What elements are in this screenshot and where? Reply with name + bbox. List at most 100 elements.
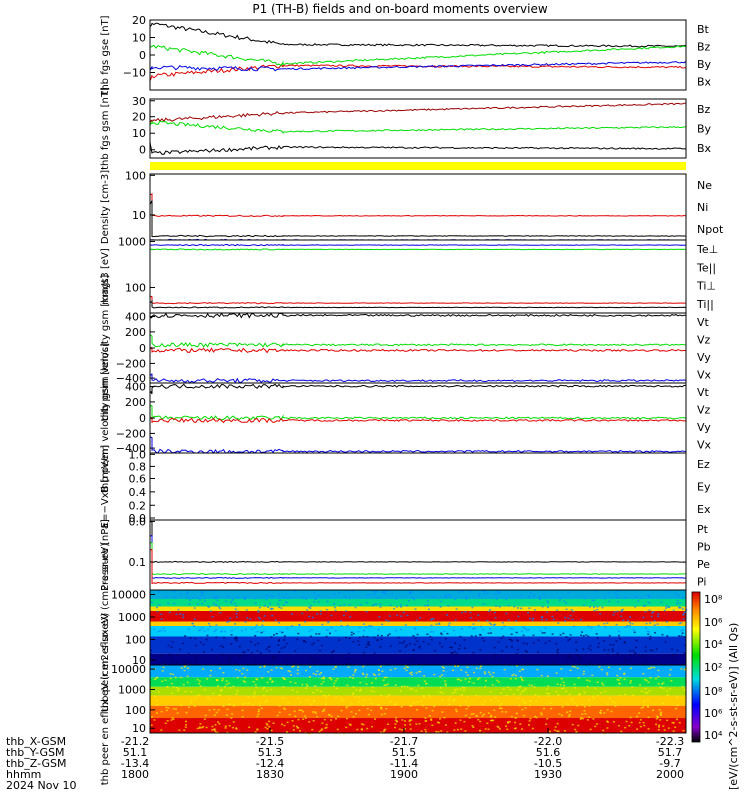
spectrogram-speckle (319, 690, 322, 693)
spectrogram-speckle (198, 682, 201, 685)
spectrogram-speckle (534, 609, 537, 611)
spectrogram-speckle (206, 696, 209, 698)
spectrogram-speckle (203, 651, 206, 653)
spectrogram-speckle (441, 711, 444, 713)
spectrogram-speckle (284, 708, 287, 711)
spectrogram-speckle (226, 731, 229, 734)
spectrogram-speckle (461, 590, 464, 593)
y-axis-label: thb peem velocity gsm [km/s] (100, 343, 111, 493)
spectrogram-speckle (549, 730, 552, 733)
panel-frame (149, 173, 687, 241)
spectrogram-speckle (565, 608, 568, 611)
spectrogram-speckle (453, 688, 456, 691)
spectrogram-speckle (463, 720, 466, 723)
spectrogram-speckle (524, 702, 527, 705)
spectrogram-speckle (285, 642, 288, 645)
spectrogram-speckle (498, 707, 501, 710)
spectrogram-speckle (457, 665, 460, 668)
y-tick-label: −200 (116, 357, 146, 370)
spectrogram-speckle (562, 632, 565, 635)
spectrogram-speckle (473, 671, 476, 674)
y-axis-label: Pressure [nPa] (100, 519, 111, 591)
spectrogram-speckle (261, 624, 264, 627)
spectrogram-band (150, 621, 686, 626)
spectrogram-speckle (454, 651, 457, 653)
spectrogram-speckle (247, 696, 250, 698)
spectrogram-speckle (359, 603, 362, 606)
spectrogram-speckle (288, 670, 291, 673)
spectrogram-speckle (397, 636, 400, 639)
spectrogram-speckle (323, 718, 326, 721)
legend-entry: Vx (697, 438, 712, 451)
spectrogram-speckle (579, 618, 582, 621)
spectrogram-speckle (241, 709, 244, 712)
spectrogram-speckle (282, 707, 285, 709)
spectrogram-speckle (373, 718, 376, 720)
spectrogram-speckle (280, 723, 283, 726)
spectrogram-speckle (591, 674, 594, 677)
spectrogram-speckle (271, 614, 274, 617)
spectrogram-speckle (565, 690, 568, 692)
spectrogram-speckle (233, 704, 236, 706)
spectrogram-speckle (513, 605, 516, 608)
spectrogram-speckle (480, 665, 483, 668)
spectrogram-speckle (374, 677, 377, 680)
spectrogram-speckle (649, 638, 652, 640)
spectrogram-speckle (186, 675, 189, 678)
spectrogram-speckle (318, 633, 321, 635)
spectrogram-speckle (330, 659, 333, 661)
spectrogram-speckle (358, 696, 361, 698)
spectrogram-speckle (291, 720, 294, 722)
spectrogram-speckle (266, 700, 269, 702)
xaxis-value: 1900 (390, 768, 418, 781)
spectrogram-speckle (630, 721, 633, 724)
spectrogram-speckle (375, 590, 378, 593)
spectrogram-speckle (222, 646, 225, 648)
panel-frame (149, 519, 687, 591)
spectrogram-speckle (363, 623, 366, 625)
spectrogram-speckle (415, 690, 418, 692)
spectrogram-speckle (218, 723, 221, 725)
spectrogram-speckle (309, 656, 312, 659)
spectrogram-speckle (594, 725, 597, 728)
spectrogram-speckle (586, 685, 589, 688)
spectrogram-speckle (294, 590, 297, 592)
spectrogram-speckle (426, 600, 429, 602)
spectrogram-speckle (658, 724, 661, 727)
spectrogram-speckle (653, 620, 656, 622)
spectrogram-speckle (373, 603, 376, 606)
spectrogram-speckle (370, 625, 373, 627)
spectrogram-speckle (416, 640, 419, 643)
spectrogram-speckle (557, 648, 560, 651)
spectrogram-speckle (432, 631, 435, 633)
spectrogram-speckle (183, 729, 186, 731)
spectrogram-speckle (659, 661, 662, 663)
spectrogram-speckle (521, 708, 524, 711)
spectrogram-speckle (440, 633, 443, 636)
colorbar-tick: 10² (704, 661, 722, 674)
spectrogram-speckle (423, 680, 426, 683)
spectrogram-speckle (377, 669, 380, 671)
spectrogram-speckle (482, 629, 485, 631)
spectrogram-speckle (559, 683, 562, 686)
spectrogram-speckle (211, 729, 214, 731)
spectrogram-speckle (340, 656, 343, 658)
spectrogram-speckle (546, 601, 549, 604)
spectrogram-speckle (170, 646, 173, 649)
spectrogram-speckle (244, 628, 247, 631)
spectrogram-speckle (184, 726, 187, 728)
spectrogram-speckle (308, 732, 311, 735)
spectrogram-speckle (381, 623, 384, 626)
spectrogram-speckle (657, 683, 660, 685)
spectrogram-speckle (491, 675, 494, 678)
spectrogram-speckle (426, 604, 429, 607)
legend-entry: Pt (697, 523, 709, 536)
spectrogram-speckle (389, 604, 392, 606)
spectrogram-speckle (469, 611, 472, 614)
spectrogram-speckle (662, 725, 665, 727)
spectrogram-speckle (415, 708, 418, 711)
spectrogram-speckle (420, 700, 423, 702)
spectrogram-speckle (322, 676, 325, 679)
spectrogram-speckle (545, 723, 548, 726)
spectrogram-speckle (388, 615, 391, 617)
